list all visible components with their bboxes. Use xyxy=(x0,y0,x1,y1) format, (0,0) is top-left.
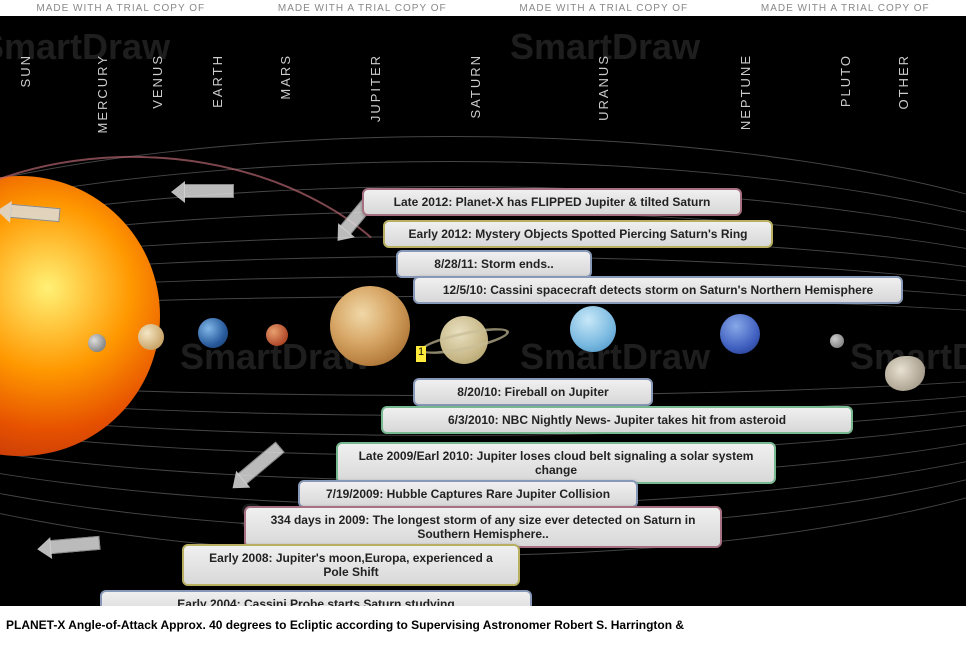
watermark-text: MADE WITH A TRIAL COPY OF xyxy=(761,3,930,14)
planet-body xyxy=(830,334,844,348)
planet-label-other: OTHER xyxy=(896,54,911,110)
event-annotation: 334 days in 2009: The longest storm of a… xyxy=(244,506,722,548)
event-annotation: Late 2009/Earl 2010: Jupiter loses cloud… xyxy=(336,442,776,484)
planet-label-sun: SUN xyxy=(18,54,33,87)
planet-label-mercury: MERCURY xyxy=(95,54,110,134)
event-annotation: 12/5/10: Cassini spacecraft detects stor… xyxy=(413,276,903,304)
planet-body xyxy=(266,324,288,346)
event-annotation: Early 2008: Jupiter's moon,Europa, exper… xyxy=(182,544,520,586)
planet-body xyxy=(720,314,760,354)
planet-label-jupiter: JUPITER xyxy=(368,54,383,122)
planet-body xyxy=(198,318,228,348)
watermark-text: MADE WITH A TRIAL COPY OF xyxy=(36,3,205,14)
marker-1: 1 xyxy=(416,346,426,362)
planet-label-earth: EARTH xyxy=(210,54,225,108)
watermark-text: MADE WITH A TRIAL COPY OF xyxy=(519,3,688,14)
planet-label-pluto: PLUTO xyxy=(838,54,853,107)
planet-label-neptune: NEPTUNE xyxy=(738,54,753,130)
solar-system-diagram: SmartDraw SmartDraw SmartDraw SmartDraw … xyxy=(0,16,966,606)
footer-caption: PLANET-X Angle-of-Attack Approx. 40 degr… xyxy=(6,618,684,632)
trajectory-arrow xyxy=(184,184,234,198)
event-annotation: 8/20/10: Fireball on Jupiter xyxy=(413,378,653,406)
event-annotation: 7/19/2009: Hubble Captures Rare Jupiter … xyxy=(298,480,638,508)
event-annotation: Early 2012: Mystery Objects Spotted Pier… xyxy=(383,220,773,248)
planet-label-uranus: URANUS xyxy=(596,54,611,121)
watermark-text: MADE WITH A TRIAL COPY OF xyxy=(278,3,447,14)
planet-body xyxy=(138,324,164,350)
planet-body xyxy=(88,334,106,352)
planet-body xyxy=(330,286,410,366)
planet-body xyxy=(570,306,616,352)
planet-label-venus: VENUS xyxy=(150,54,165,109)
planet-label-mars: MARS xyxy=(278,54,293,100)
event-annotation: Late 2012: Planet-X has FLIPPED Jupiter … xyxy=(362,188,742,216)
planet-label-saturn: SATURN xyxy=(468,54,483,118)
event-annotation: 8/28/11: Storm ends.. xyxy=(396,250,592,278)
watermark-header: MADE WITH A TRIAL COPY OF MADE WITH A TR… xyxy=(0,0,966,16)
event-annotation: 6/3/2010: NBC Nightly News- Jupiter take… xyxy=(381,406,853,434)
event-annotation: Early 2004: Cassini Probe starts Saturn … xyxy=(100,590,532,606)
